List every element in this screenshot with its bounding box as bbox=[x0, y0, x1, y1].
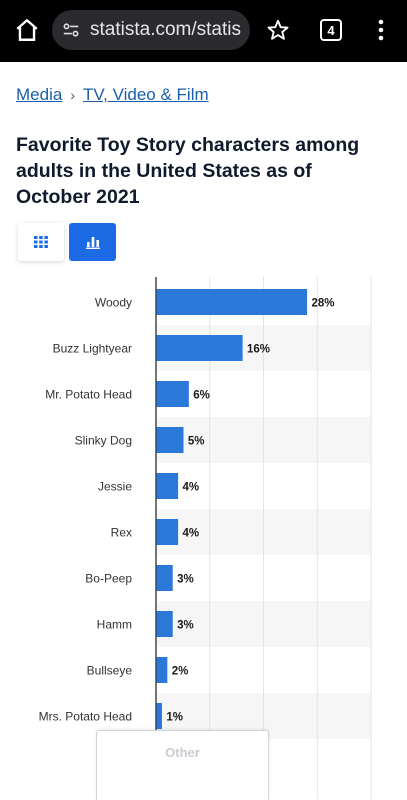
other-statistics-label: Other bbox=[165, 745, 200, 760]
value-label: 28% bbox=[312, 298, 335, 310]
bar bbox=[156, 611, 173, 637]
value-label: 4% bbox=[183, 482, 200, 494]
chart-view-button[interactable] bbox=[69, 223, 116, 261]
url-text: statista.com/statis bbox=[90, 19, 241, 40]
table-view-button[interactable] bbox=[18, 223, 64, 261]
bar bbox=[156, 703, 162, 729]
browser-toolbar: statista.com/statis 4 bbox=[0, 0, 407, 62]
star-icon[interactable] bbox=[266, 18, 290, 42]
category-label: Slinky Dog bbox=[75, 434, 132, 448]
value-label: 1% bbox=[166, 712, 183, 724]
bar bbox=[156, 473, 179, 499]
home-icon[interactable] bbox=[14, 17, 40, 43]
breadcrumb-tv-video-film-link[interactable]: TV, Video & Film bbox=[82, 85, 209, 104]
bar bbox=[156, 381, 189, 407]
bar-chart: Woody 28% Buzz Lightyear 16% Mr. Potato Head… bbox=[39, 277, 372, 799]
other-statistics-tab[interactable]: Other bbox=[96, 730, 269, 800]
tune-icon[interactable] bbox=[62, 21, 80, 39]
category-label: Mr. Potato Head bbox=[45, 388, 132, 402]
bar bbox=[156, 657, 168, 683]
category-label: Bo-Peep bbox=[85, 572, 132, 586]
page-title: Favorite Toy Story characters among adul… bbox=[16, 134, 360, 208]
bar bbox=[156, 427, 184, 453]
breadcrumb: Media › TV, Video & Film bbox=[16, 85, 209, 105]
value-label: 4% bbox=[183, 528, 200, 540]
value-label: 3% bbox=[177, 620, 194, 632]
value-label: 6% bbox=[193, 390, 210, 402]
tabs-icon[interactable]: 4 bbox=[320, 19, 342, 41]
value-label: 5% bbox=[188, 436, 205, 448]
bar bbox=[156, 335, 243, 361]
category-label: Bullseye bbox=[87, 664, 133, 678]
category-label: Buzz Lightyear bbox=[53, 342, 132, 356]
breadcrumb-media-link[interactable]: Media bbox=[16, 85, 63, 104]
category-label: Hamm bbox=[97, 618, 132, 632]
category-label: Rex bbox=[111, 526, 132, 540]
grid-icon bbox=[34, 236, 48, 248]
bar bbox=[156, 565, 173, 591]
bar-chart-icon bbox=[85, 236, 100, 249]
more-vert-icon[interactable] bbox=[374, 18, 388, 42]
category-label: Mrs. Potato Head bbox=[39, 710, 132, 724]
value-label: 3% bbox=[177, 574, 194, 586]
value-label: 2% bbox=[172, 666, 189, 678]
category-label: Jessie bbox=[98, 480, 132, 494]
bar bbox=[156, 519, 179, 545]
tab-count: 4 bbox=[327, 22, 335, 38]
value-label: 16% bbox=[247, 344, 270, 356]
breadcrumb-separator: › bbox=[70, 87, 75, 103]
address-bar[interactable]: statista.com/statis bbox=[52, 10, 250, 50]
category-label: Woody bbox=[95, 296, 132, 310]
bar bbox=[156, 289, 308, 315]
